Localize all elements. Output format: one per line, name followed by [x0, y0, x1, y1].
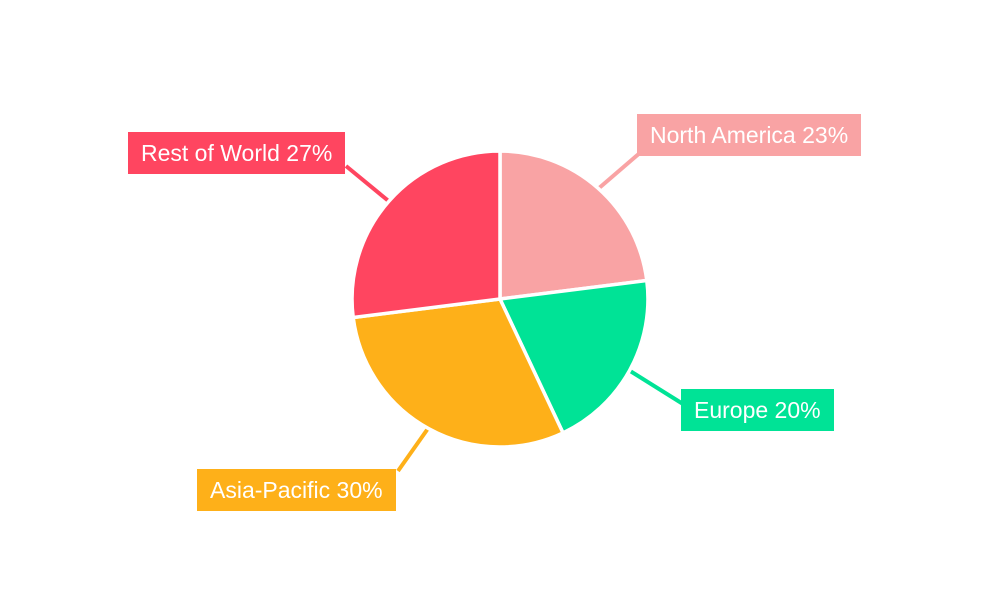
pie-slice-rest-of-world[interactable] — [350, 149, 502, 320]
slice-label-rest-of-world: Rest of World 27% — [128, 132, 346, 174]
pie-slice-asia-pacific[interactable] — [351, 297, 565, 449]
label-connector-asia-pacific — [396, 422, 434, 473]
slice-label-europe: Europe 20% — [681, 389, 834, 431]
label-connector-europe — [623, 365, 685, 406]
label-connector-rest-of-world — [344, 164, 395, 207]
slice-label-asia-pacific: Asia-Pacific 30% — [197, 469, 396, 511]
pie-slice-north-america[interactable] — [498, 149, 649, 301]
label-connector-north-america — [592, 150, 643, 195]
slice-label-north-america: North America 23% — [637, 114, 862, 156]
pie-slice-europe[interactable] — [498, 278, 650, 435]
